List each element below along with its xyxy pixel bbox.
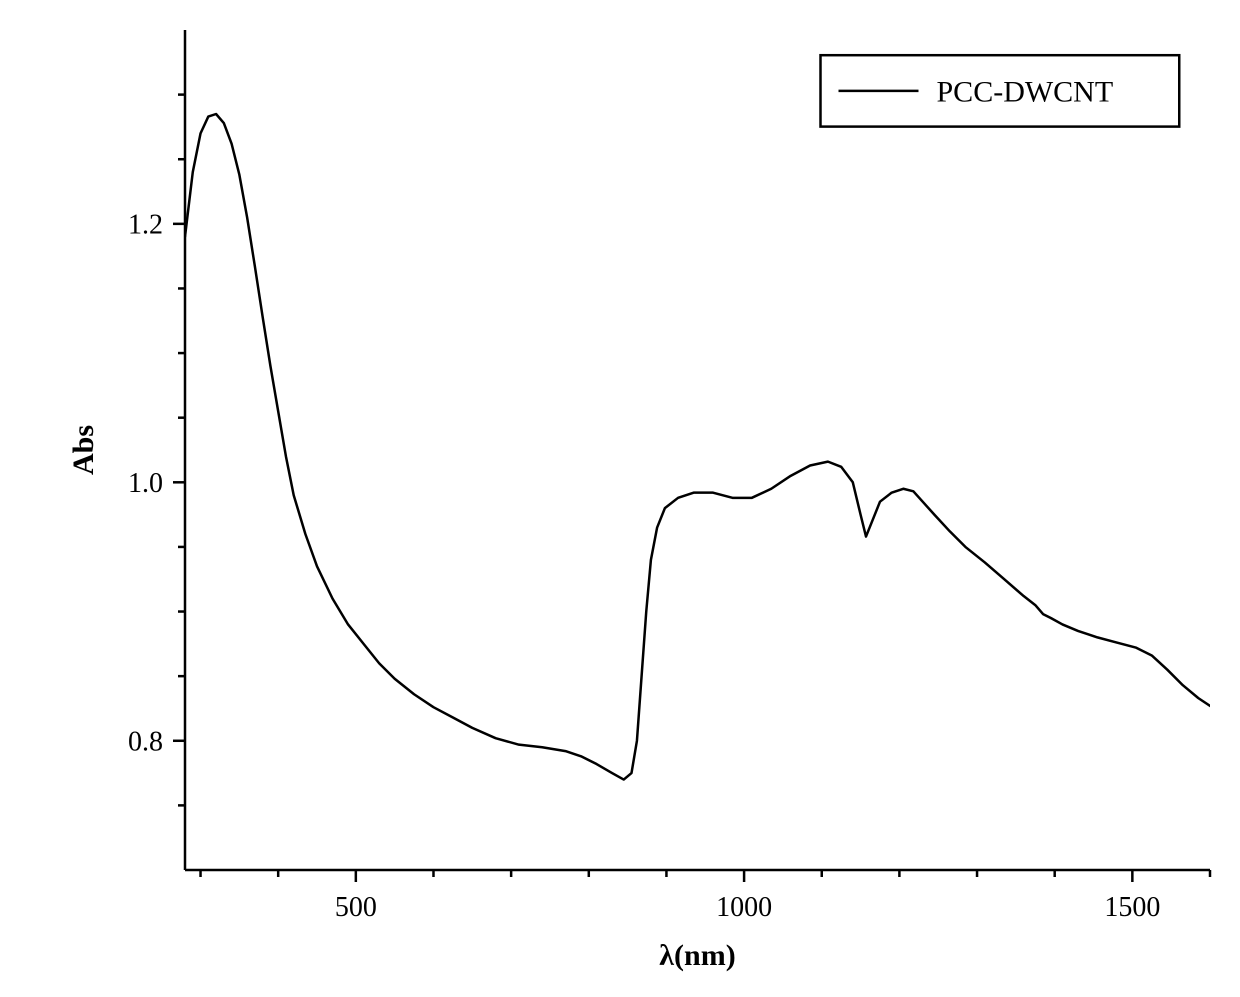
y-tick-label: 1.2 xyxy=(128,210,163,241)
x-tick-label: 500 xyxy=(335,892,377,923)
x-tick-label: 1000 xyxy=(716,892,772,923)
y-tick-label: 1.0 xyxy=(128,468,163,499)
chart-container: 500 1000 1500 0.8 1.0 1.2 λ(nm) Abs PCC-DWCNT xyxy=(0,0,1240,997)
y-tick-label: 0.8 xyxy=(128,727,163,758)
x-tick-label: 1500 xyxy=(1104,892,1160,923)
absorption-chart: 500 1000 1500 0.8 1.0 1.2 λ(nm) Abs PCC-DWCNT xyxy=(0,0,1240,997)
y-axis-label: Abs xyxy=(67,425,100,475)
legend-label: PCC-DWCNT xyxy=(937,75,1114,108)
x-axis-label: λ(nm) xyxy=(659,939,735,972)
